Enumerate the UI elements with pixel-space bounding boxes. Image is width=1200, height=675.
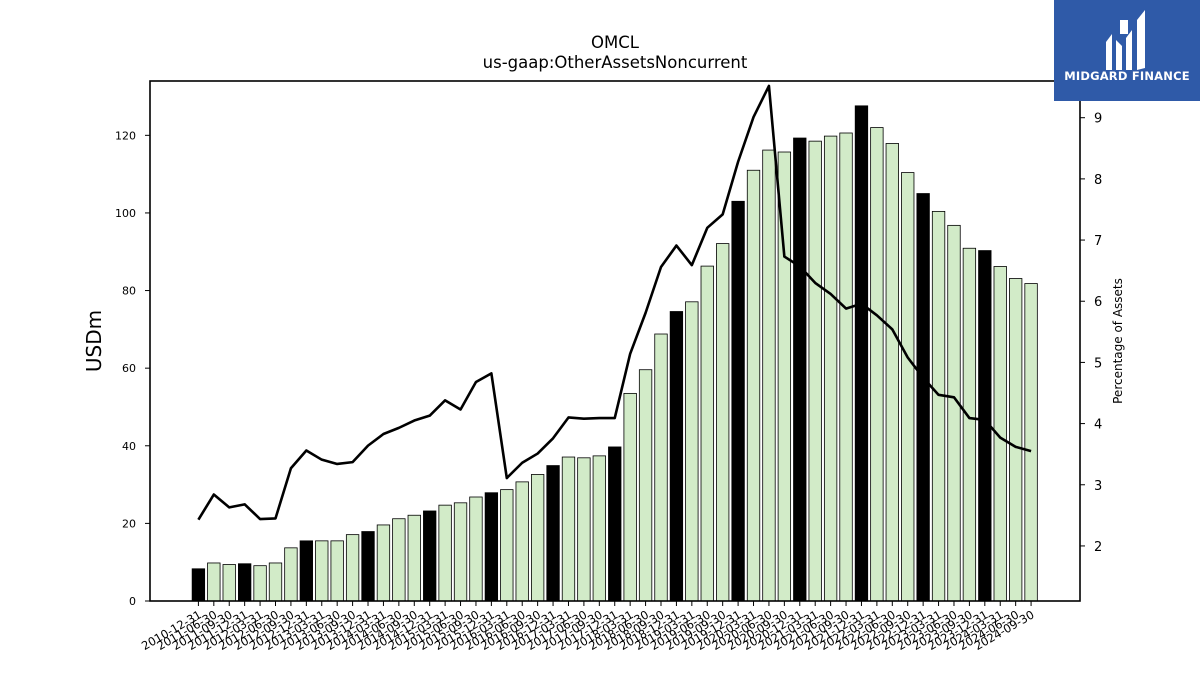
bar-2014-03-31 [392,518,406,602]
bar-2013-03-31 [330,540,344,602]
bar-2014-09-30 [423,510,437,602]
bar-2011-06-30 [222,564,236,602]
bar-2011-03-31 [207,562,221,602]
y2-tick-label: 4 [1094,418,1102,433]
y-tick-label: 120 [115,129,136,142]
y-tick-label: 0 [129,595,136,608]
percentage-line-series [197,84,1032,521]
y2-tick-label: 8 [1094,173,1102,188]
bar-2019-03-31 [700,265,714,602]
bar-2023-06-30 [962,247,977,602]
bar-2013-09-30 [361,531,375,602]
bar-2012-12-31 [315,540,329,602]
logo-text: MIDGARD FINANCE [1064,69,1190,83]
bar-2021-03-31 [823,135,838,602]
bar-2019-12-31 [746,169,761,602]
y-tick-label: 100 [115,207,136,220]
y-axis-ticks: 0 20 40 60 80 100 120 [115,129,150,608]
chart-subtitle: us-gaap:OtherAssetsNoncurrent [483,53,748,72]
y-tick-label: 40 [122,440,136,453]
y2-tick-label: 5 [1094,356,1102,371]
y2-axis-ticks: 2 3 4 5 6 7 8 9 [1080,112,1102,555]
bar-2021-06-30 [839,132,853,602]
bar-series [191,105,1038,602]
bar-2016-03-31 [515,481,529,602]
bar-2018-06-30 [654,333,668,602]
bar-2018-12-31 [685,301,699,602]
bar-2018-09-30 [669,311,684,602]
bar-2018-03-31 [638,369,653,602]
bar-2013-06-30 [345,534,360,602]
bar-2014-06-30 [407,514,421,602]
bar-2019-06-30 [716,243,730,602]
bar-2016-09-30 [546,465,560,602]
x-axis-ticks: 2010-12-312011-06-302011-09-302011-12-31… [139,601,1037,653]
bar-2013-12-31 [376,524,391,602]
bar-2011-09-30 [238,563,252,602]
midgard-finance-logo: MIDGARD FINANCE [1054,0,1200,101]
y2-axis-label: Percentage of Assets [1111,278,1125,404]
bar-2016-06-30 [530,474,545,602]
bar-2017-06-30 [592,455,606,602]
bar-2023-03-31 [947,224,961,602]
bar-2017-12-31 [623,392,637,602]
bar-2017-09-30 [608,446,622,602]
bar-2017-03-31 [577,457,591,602]
bar-2021-12-31 [870,127,884,602]
y2-tick-label: 9 [1094,112,1102,127]
bar-2012-09-30 [299,540,313,602]
y2-tick-label: 6 [1094,295,1102,310]
y2-tick-label: 3 [1094,479,1102,494]
y-tick-label: 20 [122,517,136,530]
bar-2015-12-31 [500,489,514,602]
bar-2015-06-30 [469,496,483,602]
bar-2015-03-31 [453,502,468,602]
bar-2012-03-31 [268,562,283,602]
midgard-logo-icon [1106,10,1145,70]
y-tick-label: 80 [122,285,136,298]
bar-2010-12-31 [191,568,206,602]
y2-tick-label: 7 [1094,234,1102,249]
bar-2024-03-31 [1009,278,1023,602]
bar-2012-06-30 [284,547,298,602]
bar-2022-09-30 [916,193,930,602]
bar-2021-09-30 [854,105,869,602]
bar-2022-12-31 [931,210,946,602]
y-axis-label: USDm [82,310,106,372]
bar-2015-09-30 [484,492,499,602]
bar-2020-12-31 [808,140,822,602]
chart-title: OMCL [591,33,640,52]
y-tick-label: 60 [122,362,136,375]
bar-2022-06-30 [901,172,915,602]
bar-2011-12-31 [253,565,267,602]
bar-2016-12-31 [561,456,576,602]
bar-2014-12-31 [438,504,452,602]
bar-2022-03-31 [885,143,899,602]
bar-2019-09-30 [731,200,745,602]
y2-tick-label: 2 [1094,540,1102,555]
bar-2020-09-30 [793,137,807,602]
bar-2024-06-30 [1024,283,1038,602]
bar-2020-03-31 [762,149,776,602]
percentage-line [197,84,1032,521]
